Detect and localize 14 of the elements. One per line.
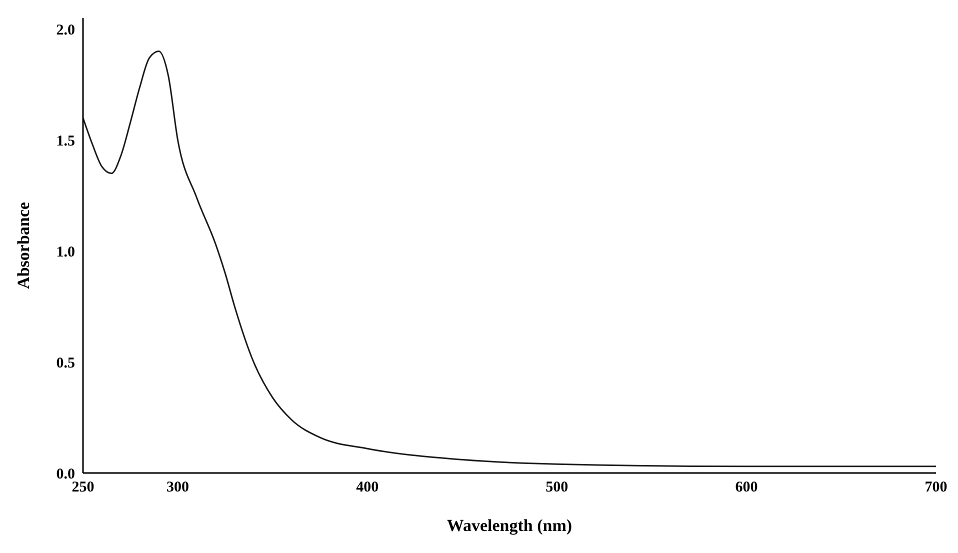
x-tick-label: 300 xyxy=(166,480,190,496)
x-axis-title: Wavelength (nm) xyxy=(446,516,572,535)
y-axis-title: Absorbance xyxy=(14,202,34,289)
y-tick-label: 0.0 xyxy=(56,466,75,482)
y-tick-label: 2.0 xyxy=(56,22,75,38)
x-tick-label: 600 xyxy=(735,480,758,496)
y-tick-label: 0.5 xyxy=(56,355,75,372)
x-tick-label: 250 xyxy=(72,480,94,496)
x-tick-label: 400 xyxy=(356,480,379,496)
x-tick-label: 700 xyxy=(924,480,948,496)
line-series xyxy=(83,50,936,468)
y-tick-label: 1.0 xyxy=(56,244,75,260)
x-tick-label: 500 xyxy=(546,480,568,496)
y-tick-label: 1.5 xyxy=(56,133,75,150)
